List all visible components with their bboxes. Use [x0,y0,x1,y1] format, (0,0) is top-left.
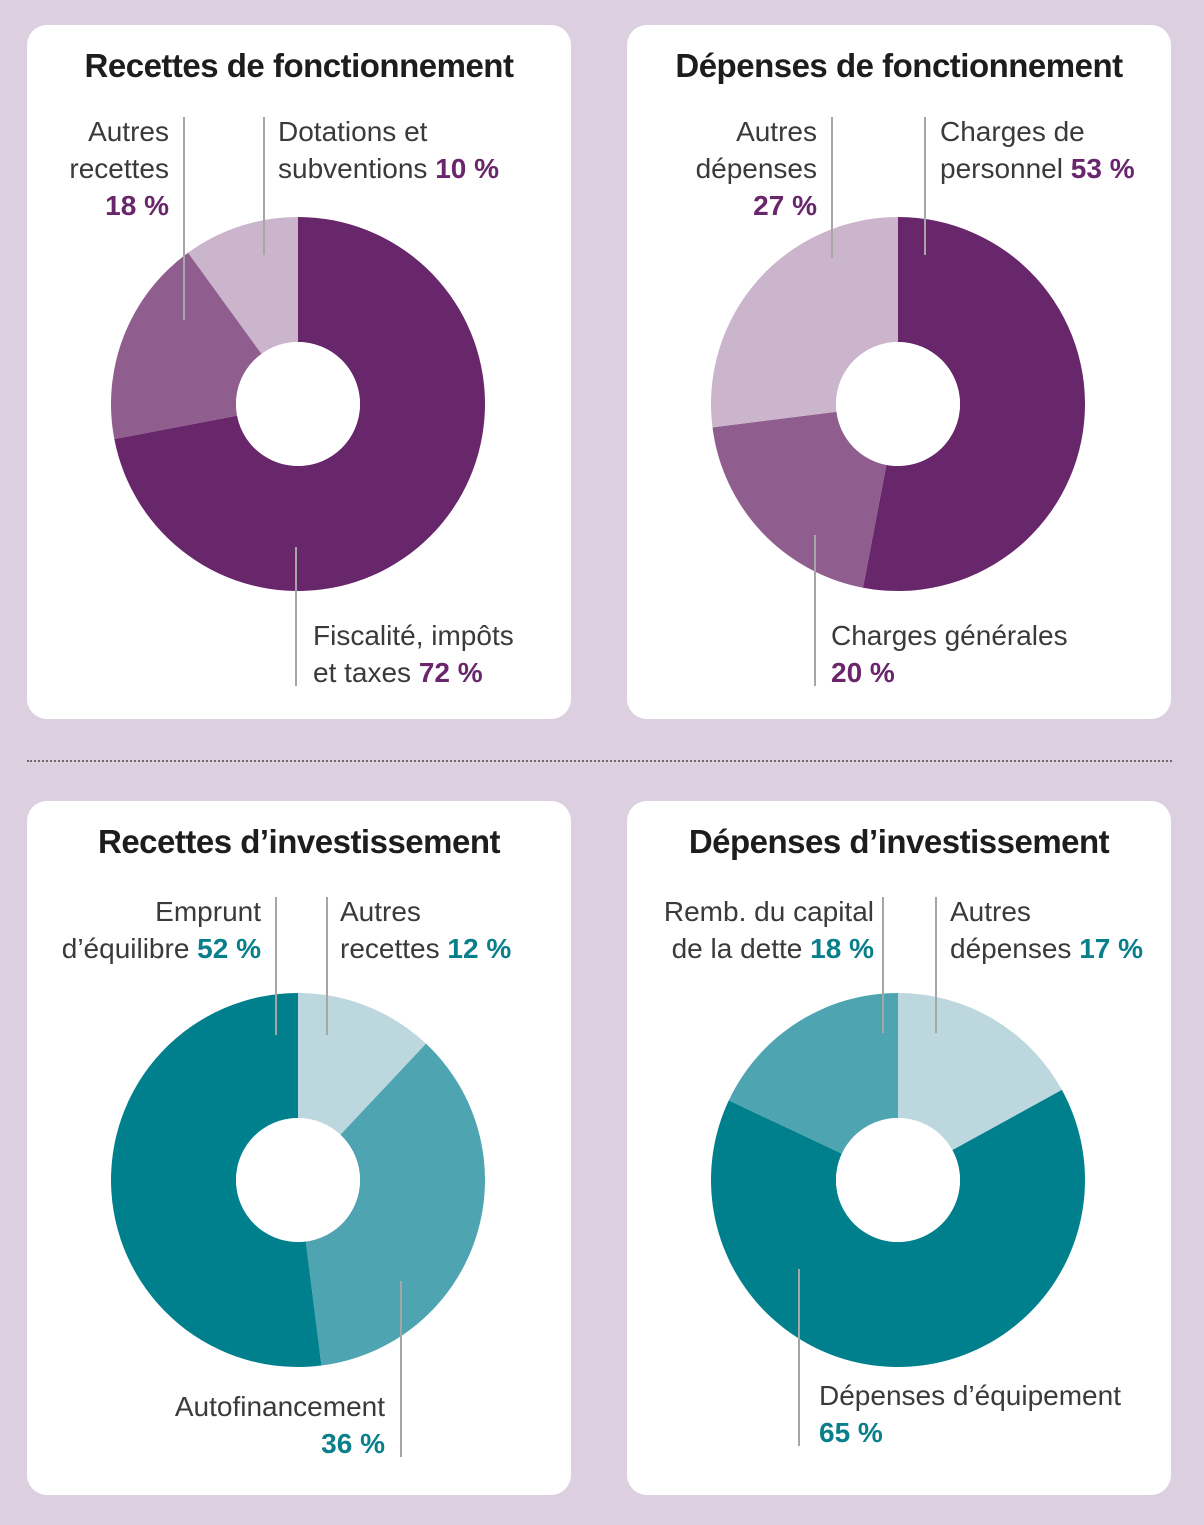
slice-autres-recettes [298,993,427,1135]
slice-value-autres-recettes: 18 % [105,190,169,221]
slice-value-autres-depenses-inv: 17 % [1079,933,1144,964]
donut-hole [836,342,960,466]
chart-panel-depenses-fonctionnement: Dépenses de fonctionnement Autres dépens… [627,25,1171,719]
slice-value-charges-personnel: 53 % [1070,153,1135,184]
slice-depenses-d-equipement [711,1089,1085,1367]
slice-label-dotations: Dotations et subventions 10 % [278,116,500,184]
slice-label-emprunt: Emprunt d’équilibre 52 % [61,896,261,964]
donut-chart-depenses-investissement [711,897,1085,1446]
donut-chart-recettes-fonctionnement [110,117,486,686]
slice-label-autres-depenses: Autres dépenses 27 % [695,116,817,221]
slice-label-autres-depenses-inv: Autres dépenses 17 % [950,896,1144,964]
slice-label-remb-dette: Remb. du capital de la dette 18 % [663,896,874,964]
slice-value-remb-dette: 18 % [810,933,874,964]
chart-title: Recettes de fonctionnement [84,47,514,84]
chart-title: Recettes d’investissement [97,823,501,860]
slice-value-autres-depenses: 27 % [753,190,817,221]
donut-chart-recettes-investissement [111,897,485,1457]
donut-hole [236,342,360,466]
slice-label-charges-generales: Charges générales 20 % [831,620,1068,688]
slice-remb-du-capital-de-la-dette [728,993,898,1154]
slice-autres-depenses [711,217,898,428]
slice-fiscalite-impots-et-taxes [114,217,486,591]
dotted-separator [27,760,1172,762]
slice-dotations-et-subventions [188,217,298,354]
slice-label-autres-recettes-inv: Autres recettes 12 % [340,896,512,964]
slice-label-charges-personnel: Charges de personnel 53 % [940,116,1135,184]
slice-emprunt-d-equilibre [111,993,322,1367]
slice-charges-generales [712,411,887,588]
slice-value-emprunt: 52 % [197,933,261,964]
slice-autres-depenses [898,993,1062,1151]
slice-autres-recettes [110,252,262,440]
slice-label-depenses-equipement: Dépenses d’équipement 65 % [819,1380,1121,1448]
slice-charges-de-personnel [862,217,1085,592]
chart-panel-recettes-investissement: Recettes d’investissement Emprunt d’équi… [27,801,571,1495]
chart-panel-depenses-investissement: Dépenses d’investissement Remb. du capit… [627,801,1171,1495]
slice-value-charges-generales: 20 % [831,657,895,688]
chart-panel-recettes-fonctionnement: Recettes de fonctionnement Autres recett… [27,25,571,719]
donut-chart-depenses-fonctionnement [711,117,1085,686]
slice-value-dotations: 10 % [435,153,500,184]
slice-value-autofinancement: 36 % [321,1428,385,1459]
slice-label-fiscalite: Fiscalité, impôts et taxes 72 % [313,620,514,688]
slice-label-autofinancement: Autofinancement 36 % [174,1391,385,1459]
donut-hole [236,1118,360,1242]
chart-title: Dépenses d’investissement [688,823,1110,860]
slice-autofinancement [305,1043,485,1366]
chart-title: Dépenses de fonctionnement [675,47,1123,84]
slice-value-autres-recettes-inv: 12 % [447,933,512,964]
slice-value-fiscalite: 72 % [418,657,483,688]
slice-value-depenses-equipement: 65 % [819,1417,883,1448]
slice-label-autres-recettes: Autres recettes 18 % [69,116,169,221]
donut-hole [836,1118,960,1242]
